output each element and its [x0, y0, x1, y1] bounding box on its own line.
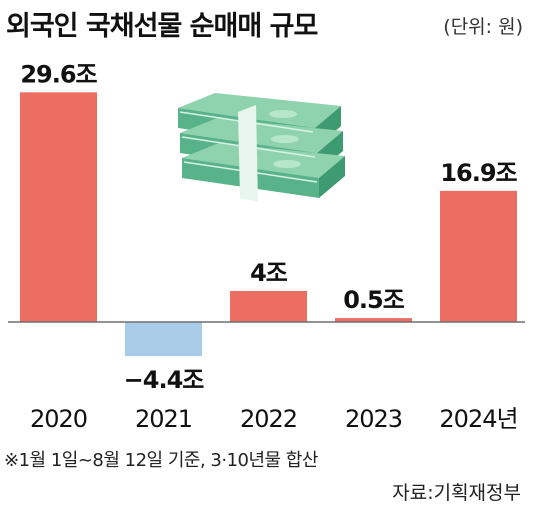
bar-2024년 — [440, 190, 517, 322]
footnote: ※1월 1일~8월 12일 기준, 3·10년물 합산 — [4, 450, 318, 471]
bar-2022 — [230, 290, 307, 322]
value-label-2023: 0.5조 — [343, 286, 405, 314]
x-tick-label: 2020 — [30, 405, 87, 433]
money-stack-icon — [178, 93, 345, 202]
bar-2023 — [335, 318, 412, 322]
x-tick-label: 2022 — [240, 405, 297, 433]
value-label-2020: 29.6조 — [20, 60, 97, 88]
x-tick-label: 2021 — [135, 405, 192, 433]
source-label: 자료:기획재정부 — [392, 482, 521, 504]
value-label-2024년: 16.9조 — [440, 159, 517, 187]
chart-title: 외국인 국채선물 순매매 규모 — [6, 11, 318, 42]
value-label-2021: −4.4조 — [124, 366, 205, 394]
unit-label: (단위: 원) — [443, 16, 523, 38]
x-tick-label: 2024년 — [439, 405, 517, 433]
value-label-2022: 4조 — [250, 259, 288, 287]
bar-2020 — [20, 92, 97, 322]
bar-2021 — [125, 322, 202, 357]
x-tick-label: 2023 — [345, 405, 402, 433]
